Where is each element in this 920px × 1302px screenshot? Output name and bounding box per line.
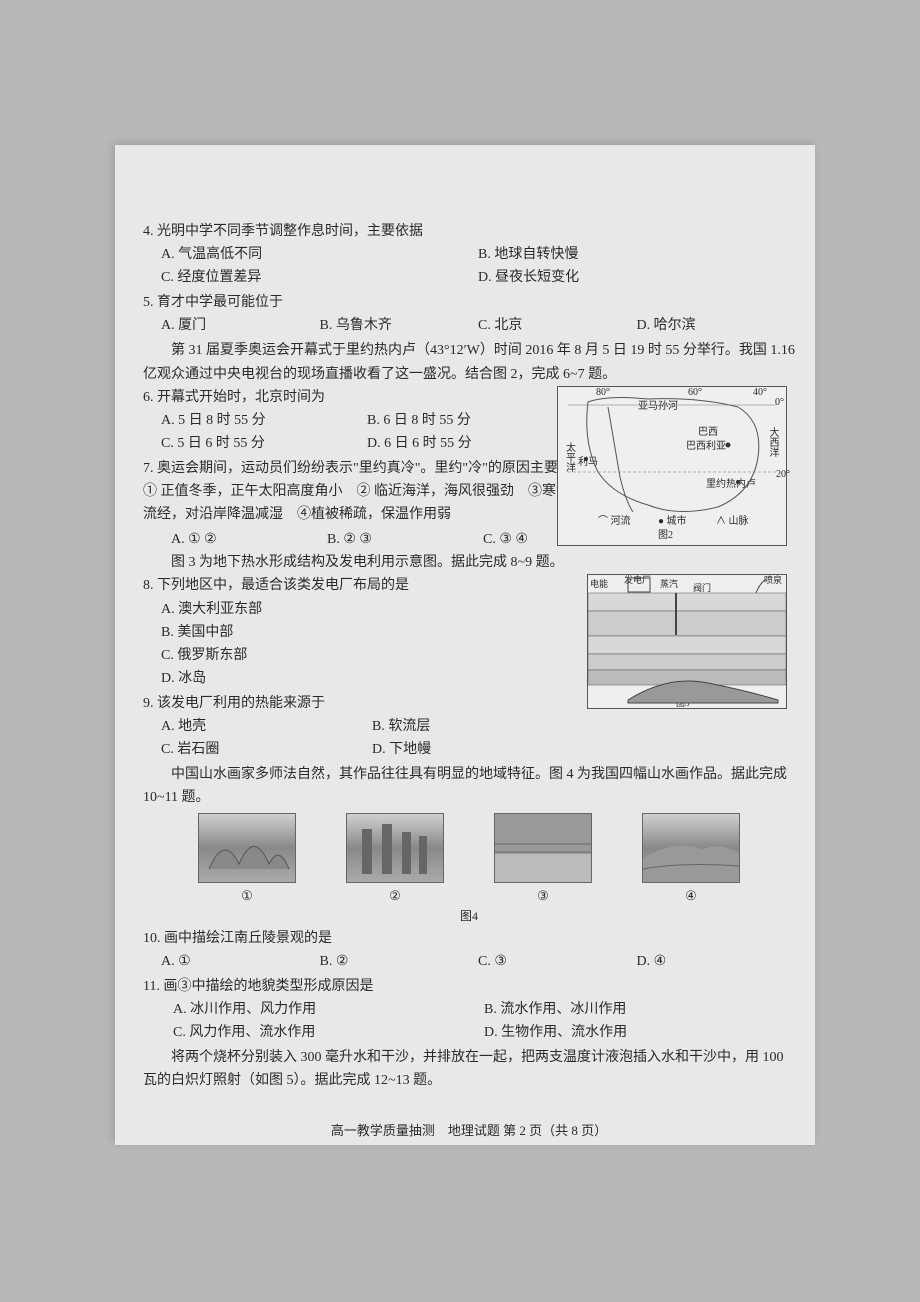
- q10-options: A. ① B. ② C. ③ D. ④: [143, 950, 795, 973]
- painting-3-label: ③: [537, 885, 549, 906]
- q11-options: A. 冰川作用、风力作用 B. 流水作用、冰川作用 C. 风力作用、流水作用 D…: [143, 998, 795, 1044]
- q10-option-b: B. ②: [320, 950, 479, 973]
- paintings-row: ① ② ③ ④: [173, 813, 765, 906]
- painting-4-label: ④: [685, 885, 697, 906]
- q6-options: A. 5 日 8 时 55 分 B. 6 日 8 时 55 分 C. 5 日 6…: [143, 409, 573, 455]
- q7-option-a: A. ① ②: [171, 528, 327, 551]
- figure-3-geothermal: 电能 发电厂 蒸汽 阀门 喷泉 不透水岩石 钻孔 裂隙 水和蒸汽的对流 透水沉积…: [587, 574, 787, 709]
- painting-2: [346, 813, 444, 883]
- q5-option-c: C. 北京: [478, 314, 637, 337]
- q4-option-d: D. 昼夜长短变化: [478, 266, 795, 289]
- q4-options: A. 气温高低不同 B. 地球自转快慢 C. 经度位置差异 D. 昼夜长短变化: [143, 243, 795, 289]
- q8-text: 8. 下列地区中，最适合该类发电厂布局的是: [143, 574, 583, 597]
- q8-option-a: A. 澳大利亚东部: [161, 598, 583, 621]
- passage-8-9: 图 3 为地下热水形成结构及发电利用示意图。据此完成 8~9 题。: [143, 551, 795, 574]
- passage-10-11: 中国山水画家多师法自然，其作品往往具有明显的地域特征。图 4 为我国四幅山水画作…: [143, 763, 795, 809]
- q5-option-b: B. 乌鲁木齐: [320, 314, 479, 337]
- q5-option-d: D. 哈尔滨: [637, 314, 796, 337]
- passage-12-13: 将两个烧杯分别装入 300 毫升水和干沙，并排放在一起，把两支温度计液泡插入水和…: [143, 1046, 795, 1092]
- painting-3: [494, 813, 592, 883]
- q9-option-a: A. 地壳: [161, 715, 372, 738]
- question-5: 5. 育才中学最可能位于 A. 厦门 B. 乌鲁木齐 C. 北京 D. 哈尔滨: [143, 291, 795, 337]
- q10-option-c: C. ③: [478, 950, 637, 973]
- block-8-9: 电能 发电厂 蒸汽 阀门 喷泉 不透水岩石 钻孔 裂隙 水和蒸汽的对流 透水沉积…: [143, 574, 795, 761]
- q11-text: 11. 画③中描绘的地貌类型形成原因是: [143, 975, 795, 998]
- q10-option-d: D. ④: [637, 950, 796, 973]
- question-9: 9. 该发电厂利用的热能来源于 A. 地壳 B. 软流层 C. 岩石圈 D. 下…: [143, 692, 583, 761]
- block-6-7: 80° 60° 40° 0° 20° 亚马孙河 巴西 巴西利亚 大西洋 太平洋 …: [143, 386, 795, 552]
- question-10: 10. 画中描绘江南丘陵景观的是 A. ① B. ② C. ③ D. ④: [143, 927, 795, 973]
- exam-page: 4. 光明中学不同季节调整作息时间，主要依据 A. 气温高低不同 B. 地球自转…: [115, 145, 815, 1145]
- q6-option-d: D. 6 日 6 时 55 分: [367, 432, 573, 455]
- figure-4-caption: 图4: [143, 907, 795, 927]
- q10-option-a: A. ①: [161, 950, 320, 973]
- q6-text: 6. 开幕式开始时，北京时间为: [143, 386, 573, 409]
- q7-text: 7. 奥运会期间，运动员们纷纷表示"里约真冷"。里约"冷"的原因主要有: [143, 457, 573, 480]
- question-4: 4. 光明中学不同季节调整作息时间，主要依据 A. 气温高低不同 B. 地球自转…: [143, 220, 795, 289]
- q10-text: 10. 画中描绘江南丘陵景观的是: [143, 927, 795, 950]
- q8-options: A. 澳大利亚东部 B. 美国中部 C. 俄罗斯东部 D. 冰岛: [143, 598, 583, 690]
- q4-option-a: A. 气温高低不同: [161, 243, 478, 266]
- q4-option-b: B. 地球自转快慢: [478, 243, 795, 266]
- q8-option-c: C. 俄罗斯东部: [161, 644, 583, 667]
- q11-option-b: B. 流水作用、冰川作用: [484, 998, 795, 1021]
- q5-options: A. 厦门 B. 乌鲁木齐 C. 北京 D. 哈尔滨: [143, 314, 795, 337]
- question-6: 6. 开幕式开始时，北京时间为 A. 5 日 8 时 55 分 B. 6 日 8…: [143, 386, 573, 455]
- q11-option-c: C. 风力作用、流水作用: [173, 1021, 484, 1044]
- q8-option-b: B. 美国中部: [161, 621, 583, 644]
- q6-option-a: A. 5 日 8 时 55 分: [161, 409, 367, 432]
- painting-1: [198, 813, 296, 883]
- question-11: 11. 画③中描绘的地貌类型形成原因是 A. 冰川作用、风力作用 B. 流水作用…: [143, 975, 795, 1044]
- q7-conditions: ① 正值冬季，正午太阳高度角小 ② 临近海洋，海风很强劲 ③寒流流经，对沿岸降温…: [143, 480, 573, 526]
- q9-options: A. 地壳 B. 软流层 C. 岩石圈 D. 下地幔: [143, 715, 583, 761]
- q7-option-b: B. ② ③: [327, 528, 483, 551]
- figure-2-map: 80° 60° 40° 0° 20° 亚马孙河 巴西 巴西利亚 大西洋 太平洋 …: [557, 386, 787, 546]
- q9-option-c: C. 岩石圈: [161, 738, 372, 761]
- q9-text: 9. 该发电厂利用的热能来源于: [143, 692, 583, 715]
- q6-option-b: B. 6 日 8 时 55 分: [367, 409, 573, 432]
- painting-1-label: ①: [241, 885, 253, 906]
- question-8: 8. 下列地区中，最适合该类发电厂布局的是 A. 澳大利亚东部 B. 美国中部 …: [143, 574, 583, 689]
- q11-option-d: D. 生物作用、流水作用: [484, 1021, 795, 1044]
- q5-option-a: A. 厦门: [161, 314, 320, 337]
- q9-option-d: D. 下地幔: [372, 738, 583, 761]
- q4-text: 4. 光明中学不同季节调整作息时间，主要依据: [143, 220, 795, 243]
- painting-4: [642, 813, 740, 883]
- q6-option-c: C. 5 日 6 时 55 分: [161, 432, 367, 455]
- question-7: 7. 奥运会期间，运动员们纷纷表示"里约真冷"。里约"冷"的原因主要有 ① 正值…: [143, 457, 573, 526]
- passage-6-7: 第 31 届夏季奥运会开幕式于里约热内卢（43°12′W）时间 2016 年 8…: [143, 339, 795, 385]
- painting-2-label: ②: [389, 885, 401, 906]
- q4-option-c: C. 经度位置差异: [161, 266, 478, 289]
- geo-svg: [588, 575, 786, 705]
- page-footer: 高一教学质量抽测 地理试题 第 2 页（共 8 页）: [143, 1120, 795, 1141]
- q8-option-d: D. 冰岛: [161, 667, 583, 690]
- q9-option-b: B. 软流层: [372, 715, 583, 738]
- q5-text: 5. 育才中学最可能位于: [143, 291, 795, 314]
- q11-option-a: A. 冰川作用、风力作用: [173, 998, 484, 1021]
- map-caption: 图2: [658, 528, 673, 545]
- map-outline: [558, 387, 786, 527]
